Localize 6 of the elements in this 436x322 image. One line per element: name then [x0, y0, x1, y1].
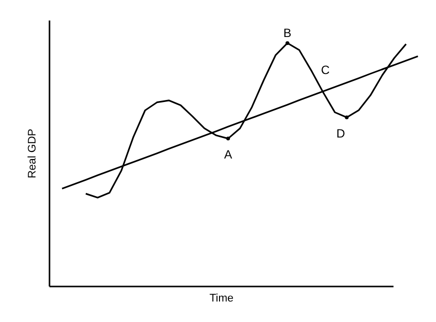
- annotation: A: [224, 148, 232, 162]
- annotation: C: [321, 63, 330, 77]
- x-axis-title: Time: [209, 292, 234, 304]
- y-axis-title: Real GDP: [26, 128, 38, 178]
- annotation: D: [336, 126, 346, 140]
- annotation: B: [283, 26, 292, 40]
